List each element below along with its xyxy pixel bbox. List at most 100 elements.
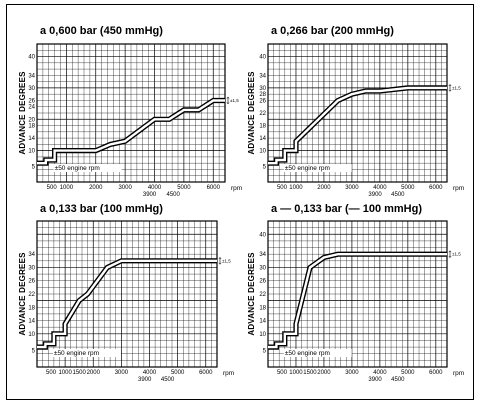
y-tick-label: 40 — [28, 55, 35, 61]
x-axis-label: rpm — [453, 185, 464, 192]
x-tick-label: 1500 — [73, 370, 87, 376]
y-tick-label: 26 — [28, 98, 35, 104]
x-tick-label: 6000 — [207, 185, 221, 191]
tolerance-arrow-down — [226, 102, 230, 105]
x-tick-label: 2000 — [89, 185, 103, 191]
x-tick-label: 6000 — [199, 370, 213, 376]
plot-area-border — [267, 43, 448, 183]
x-tick-label: 6000 — [429, 185, 443, 191]
figure-frame — [6, 4, 474, 400]
tolerance-label: ±1,5 — [452, 85, 461, 90]
x-tick-label: 6000 — [429, 370, 443, 376]
y-axis-label: ADVANCE DEGREES — [18, 252, 27, 336]
x-tick-label: 3000 — [118, 185, 132, 191]
tolerance-label: ±1,5 — [230, 98, 239, 103]
y-tick-label: 5 — [263, 348, 267, 354]
x-subtick-label: 4500 — [167, 192, 181, 198]
advance-curve-center — [37, 259, 217, 349]
tolerance-label: ±1,5 — [452, 252, 461, 257]
x-tick-label: 1500 — [303, 370, 317, 376]
chart-grid — [36, 43, 226, 183]
note-background — [283, 164, 352, 172]
x-subtick-label: 4500 — [391, 192, 405, 198]
tolerance-arrow-down — [448, 89, 452, 92]
engine-rpm-note: ±50 engine rpm — [285, 165, 330, 172]
x-tick-label: 1000 — [60, 185, 74, 191]
x-tick-label: 2000 — [317, 185, 331, 191]
note-background — [283, 349, 352, 357]
engine-rpm-note: ±50 engine rpm — [55, 165, 100, 172]
y-tick-label: 30 — [259, 265, 266, 271]
x-tick-label: 5000 — [171, 370, 185, 376]
y-tick-label: 5 — [32, 164, 36, 170]
y-tick-label: 14 — [28, 136, 35, 142]
engine-rpm-note: ±50 engine rpm — [285, 350, 330, 357]
y-tick-label: 18 — [28, 124, 35, 130]
x-axis-label: rpm — [453, 370, 464, 377]
advance-curve-center — [37, 99, 225, 165]
engine-rpm-note: ±50 engine rpm — [54, 350, 99, 357]
y-tick-label: 34 — [259, 73, 266, 79]
y-tick-label: 26 — [259, 98, 266, 104]
tolerance-arrow-up — [448, 250, 452, 253]
x-subtick-label: 3900 — [368, 377, 382, 383]
chart-title: a 0,133 bar (100 mmHg) — [40, 203, 163, 215]
advance-chart-4: a — 0,133 bar (— 100 mmHg) ADVANCE DEGREE… — [247, 203, 464, 383]
y-tick-label: 30 — [259, 86, 266, 92]
x-tick-label: 1000 — [289, 370, 303, 376]
y-tick-label: 10 — [28, 149, 35, 155]
y-tick-label: 30 — [28, 265, 35, 271]
x-tick-label: 4000 — [143, 370, 157, 376]
x-tick-label: 4000 — [373, 185, 387, 191]
x-tick-label: 3000 — [345, 185, 359, 191]
y-tick-label: 18 — [259, 124, 266, 130]
x-subtick-label: 3900 — [368, 192, 382, 198]
y-axis-label: ADVANCE DEGREES — [247, 71, 256, 155]
y-tick-label: 26 — [259, 279, 266, 285]
x-subtick-label: 3900 — [143, 192, 157, 198]
note-background — [53, 164, 122, 172]
y-tick-label: 10 — [259, 332, 266, 338]
x-tick-label: 500 — [46, 370, 57, 376]
x-tick-label: 2000 — [317, 370, 331, 376]
y-tick-label: 5 — [32, 348, 36, 354]
y-tick-label: 18 — [259, 305, 266, 311]
chart-grid — [267, 43, 448, 183]
x-tick-label: 3000 — [115, 370, 129, 376]
x-tick-label: 4000 — [373, 370, 387, 376]
chart-grid — [267, 220, 448, 368]
y-tick-label: 22 — [259, 111, 266, 117]
y-tick-label: 14 — [259, 319, 266, 325]
x-tick-label: 500 — [47, 185, 58, 191]
advance-chart-2: a 0,266 bar (200 mmHg) ADVANCE DEGREES 5 10… — [247, 25, 464, 198]
x-tick-label: 2000 — [87, 370, 101, 376]
tolerance-arrow-down — [448, 256, 452, 259]
x-tick-label: 3000 — [345, 370, 359, 376]
y-tick-label: 34 — [259, 252, 266, 258]
y-tick-label: 30 — [28, 86, 35, 92]
y-tick-label: 14 — [259, 136, 266, 142]
y-tick-label: 34 — [28, 73, 35, 79]
tolerance-label: ±1,5 — [222, 258, 231, 263]
x-tick-label: 5000 — [401, 185, 415, 191]
y-tick-label: 18 — [28, 305, 35, 311]
chart-grid — [36, 220, 218, 368]
y-tick-label: 34 — [28, 252, 35, 258]
x-subtick-label: 4500 — [391, 377, 405, 383]
x-tick-label: 5000 — [177, 185, 191, 191]
x-axis-label: rpm — [223, 370, 234, 377]
x-tick-label: 1000 — [58, 370, 72, 376]
y-tick-label: 10 — [259, 149, 266, 155]
x-axis-label: rpm — [231, 185, 242, 192]
tolerance-arrow-up — [448, 84, 452, 87]
plot-area-border — [36, 220, 218, 368]
y-tick-label: 22 — [259, 292, 266, 298]
y-axis-label: ADVANCE DEGREES — [18, 71, 27, 155]
chart-title: a 0,266 bar (200 mmHg) — [271, 25, 394, 37]
x-tick-label: 1000 — [289, 185, 303, 191]
y-tick-label: 5 — [263, 164, 267, 170]
plot-area-border — [36, 43, 226, 183]
y-tick-label: 10 — [28, 332, 35, 338]
tolerance-arrow-up — [226, 96, 230, 99]
